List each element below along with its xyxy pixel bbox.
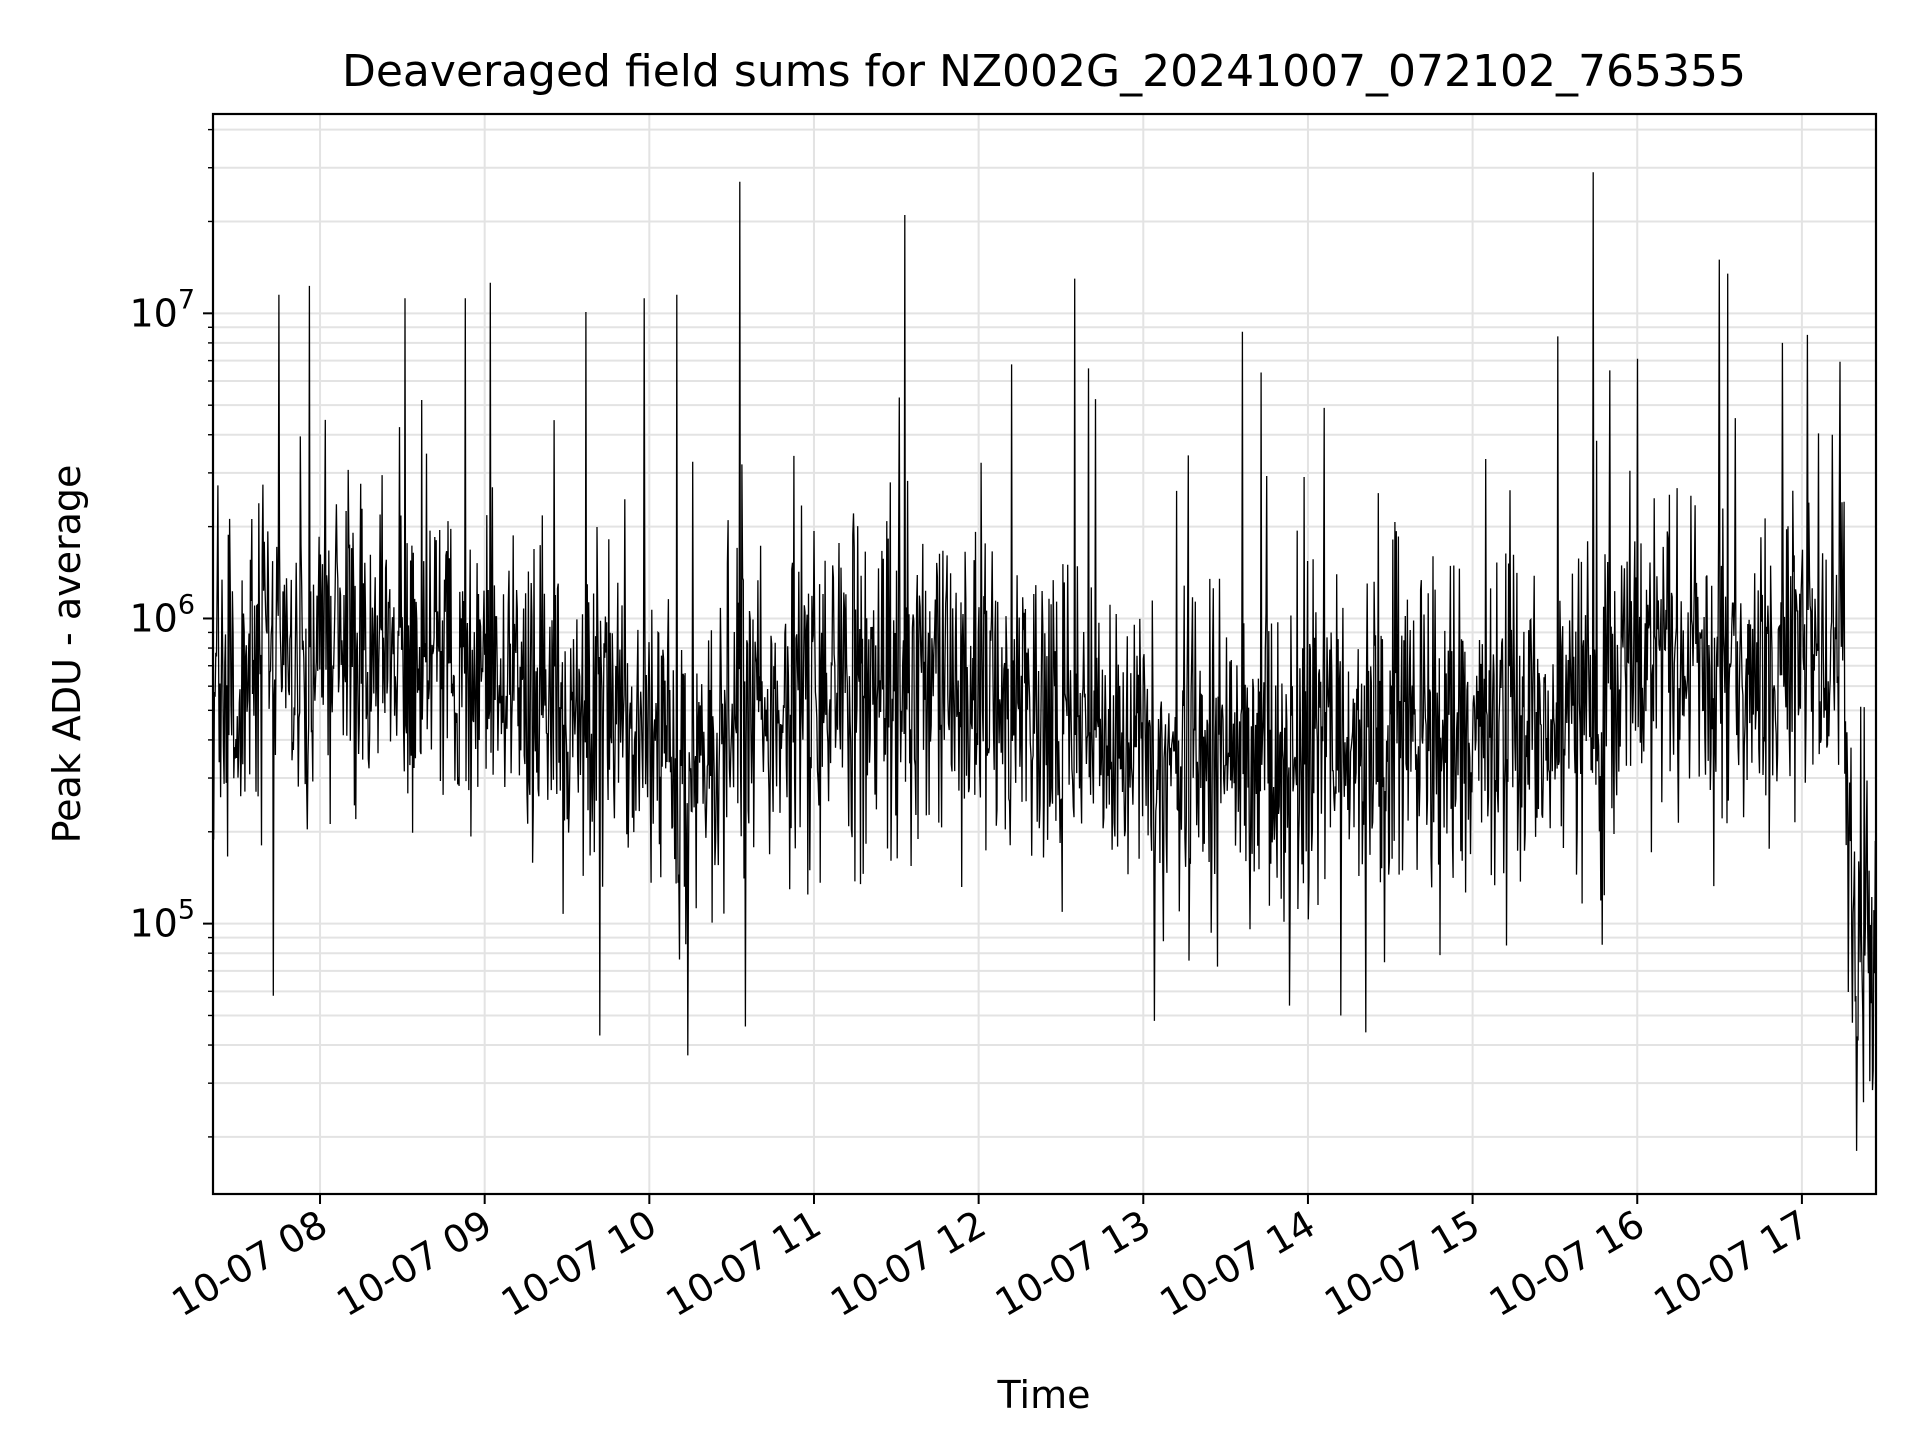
- x-tick-label: 10-07 08: [165, 1202, 335, 1326]
- x-tick-label: 10-07 10: [494, 1202, 664, 1326]
- y-tick-label: 105: [129, 895, 195, 946]
- y-tick-label: 106: [129, 589, 195, 640]
- x-tick-label: 10-07 13: [988, 1202, 1158, 1326]
- y-axis-label: Peak ADU - average: [45, 465, 89, 844]
- x-tick-label: 10-07 17: [1646, 1202, 1816, 1326]
- plot-frame: [211, 112, 1878, 1196]
- x-tick-label: 10-07 11: [659, 1202, 829, 1326]
- chart-title: Deaveraged field sums for NZ002G_2024100…: [342, 46, 1746, 97]
- x-tick-label: 10-07 16: [1482, 1202, 1652, 1326]
- series-line: [212, 172, 1877, 1151]
- y-tick-label: 107: [129, 284, 195, 335]
- series-layer: [212, 172, 1877, 1151]
- x-axis-label: Time: [997, 1373, 1091, 1417]
- x-tick-label: 10-07 15: [1317, 1202, 1487, 1326]
- x-tick-label: 10-07 14: [1152, 1202, 1322, 1326]
- x-tick-label: 10-07 12: [823, 1202, 993, 1326]
- x-tick-label: 10-07 09: [329, 1202, 499, 1326]
